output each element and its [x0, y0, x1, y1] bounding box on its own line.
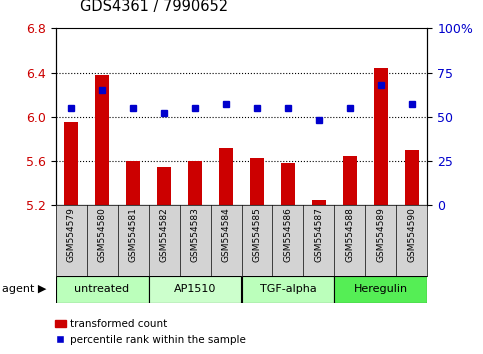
Bar: [95, 75, 109, 205]
Text: TGF-alpha: TGF-alpha: [260, 284, 316, 295]
Bar: [281, 163, 295, 205]
Text: GSM554586: GSM554586: [284, 207, 293, 262]
Bar: [64, 122, 78, 205]
Bar: [405, 150, 419, 205]
Text: GSM554585: GSM554585: [253, 207, 261, 262]
Bar: [374, 68, 388, 205]
Bar: [219, 148, 233, 205]
Text: GSM554589: GSM554589: [376, 207, 385, 262]
Text: GSM554579: GSM554579: [67, 207, 75, 262]
Text: GSM554583: GSM554583: [190, 207, 199, 262]
Bar: [149, 276, 242, 303]
Text: Heregulin: Heregulin: [354, 284, 408, 295]
Text: GSM554580: GSM554580: [98, 207, 107, 262]
Text: GSM554588: GSM554588: [345, 207, 355, 262]
Bar: [126, 161, 140, 205]
Bar: [250, 158, 264, 205]
Text: agent ▶: agent ▶: [2, 284, 47, 295]
Text: GSM554584: GSM554584: [222, 207, 230, 262]
Bar: [157, 167, 171, 205]
Bar: [56, 276, 149, 303]
Bar: [334, 276, 427, 303]
Text: GDS4361 / 7990652: GDS4361 / 7990652: [80, 0, 228, 14]
Text: GSM554590: GSM554590: [408, 207, 416, 262]
Text: GSM554581: GSM554581: [128, 207, 138, 262]
Bar: [312, 200, 326, 205]
Bar: [343, 155, 357, 205]
Legend: transformed count, percentile rank within the sample: transformed count, percentile rank withi…: [51, 315, 250, 349]
Text: AP1510: AP1510: [174, 284, 216, 295]
Bar: [242, 276, 334, 303]
Bar: [188, 161, 202, 205]
Text: untreated: untreated: [74, 284, 129, 295]
Text: GSM554582: GSM554582: [159, 207, 169, 262]
Text: GSM554587: GSM554587: [314, 207, 324, 262]
